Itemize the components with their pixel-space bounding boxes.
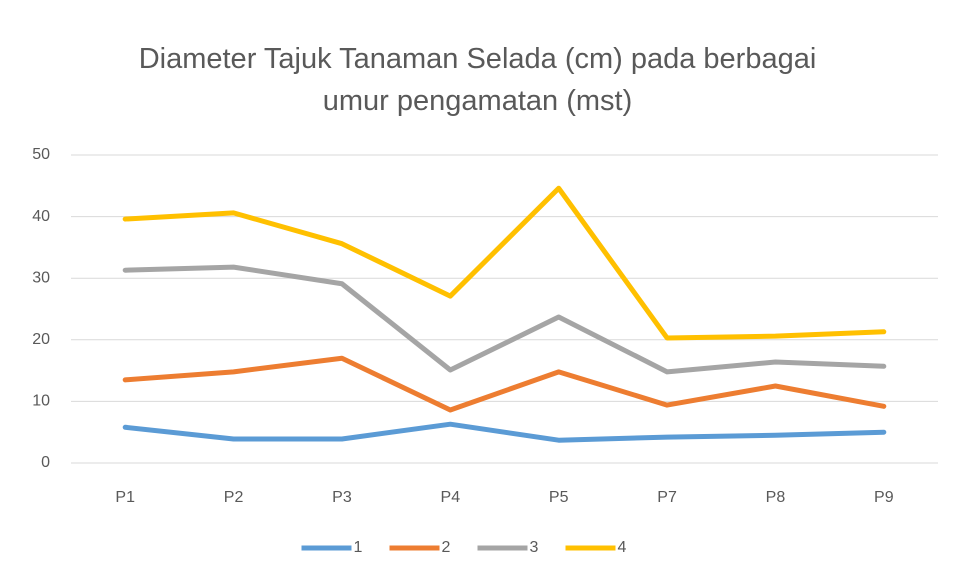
y-tick-label: 40 [32,208,50,225]
y-tick-label: 50 [32,146,50,163]
x-tick-label: P5 [549,489,569,506]
x-tick-label: P4 [441,489,461,506]
x-tick-label: P2 [224,489,244,506]
line-series [122,264,887,375]
legend-label: 4 [618,539,627,556]
line-series [122,421,887,443]
x-tick-label: P8 [766,489,786,506]
line-series [122,185,887,341]
legend-label: 2 [442,539,451,556]
x-tick-label: P1 [115,489,135,506]
chart-title: Diameter Tajuk Tanaman Selada (cm) pada … [138,43,817,117]
y-tick-label: 20 [32,331,50,348]
y-tick-label: 0 [41,454,50,471]
legend-label: 3 [530,539,539,556]
x-tick-label: P9 [874,489,894,506]
y-tick-label: 10 [32,393,50,410]
x-tick-label: P3 [332,489,352,506]
y-tick-label: 30 [32,269,50,286]
x-tick-label: P7 [657,489,677,506]
legend-label: 1 [354,539,363,556]
line-series [122,355,887,413]
